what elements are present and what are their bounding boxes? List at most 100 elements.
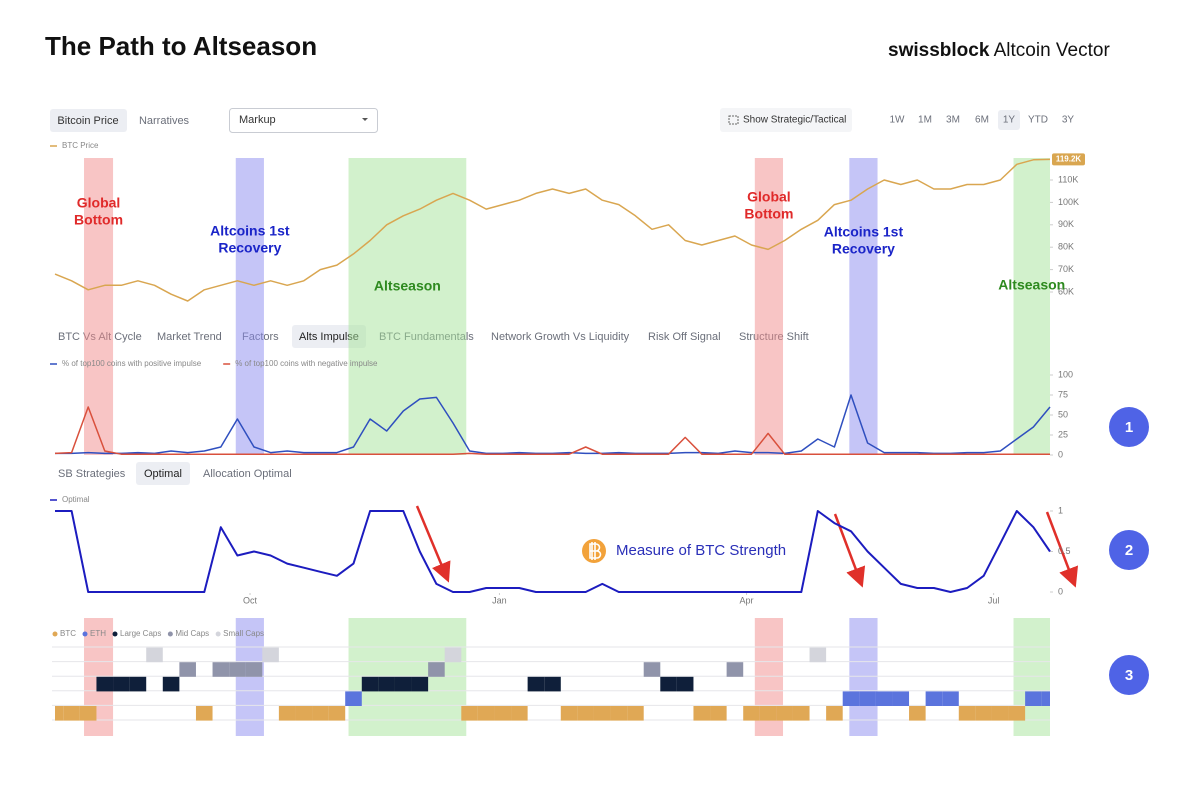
state-block xyxy=(892,691,910,706)
state-block xyxy=(809,647,827,663)
state-block xyxy=(660,676,677,692)
legend-dot xyxy=(52,631,58,637)
state-block xyxy=(461,706,478,721)
state-block xyxy=(577,706,594,721)
range-button[interactable]: 6M xyxy=(975,115,989,126)
state-block xyxy=(527,676,545,692)
y-tick-label: 70K xyxy=(1058,264,1074,274)
legend-label: Small Caps xyxy=(223,629,264,638)
state-block xyxy=(544,676,561,692)
state-block xyxy=(229,662,246,677)
range-button[interactable]: 3M xyxy=(946,115,960,126)
state-block xyxy=(361,676,379,692)
range-button[interactable]: 1W xyxy=(890,115,906,126)
step-number: 3 xyxy=(1125,667,1133,684)
legend-label: Mid Caps xyxy=(175,629,209,638)
legend-dot xyxy=(112,631,118,637)
state-block xyxy=(345,691,362,706)
state-block xyxy=(79,706,97,721)
strategy-tab[interactable]: SB Strategies xyxy=(58,468,126,480)
x-tick-label: Apr xyxy=(740,595,754,605)
series-line xyxy=(55,510,1051,593)
tab[interactable]: Narratives xyxy=(139,115,190,127)
state-block xyxy=(1041,691,1050,706)
y-tick-label: 100K xyxy=(1058,197,1079,207)
state-block xyxy=(511,706,528,721)
range-button[interactable]: YTD xyxy=(1028,115,1048,126)
state-block xyxy=(975,706,992,721)
y-tick-label: 0 xyxy=(1058,449,1063,459)
state-block xyxy=(643,662,661,677)
strategy-tab[interactable]: Optimal xyxy=(144,468,182,480)
toggle-label[interactable]: Show Strategic/Tactical xyxy=(743,115,846,126)
state-block xyxy=(179,662,196,677)
legend-label: Optimal xyxy=(62,495,90,504)
state-block xyxy=(743,706,760,721)
annotation-label: Bottom xyxy=(744,206,793,222)
select-value[interactable]: Markup xyxy=(239,114,276,126)
tab[interactable]: Bitcoin Price xyxy=(57,115,118,127)
range-button[interactable]: 1M xyxy=(918,115,932,126)
page-title: The Path to Altseason xyxy=(45,31,317,61)
state-block xyxy=(875,691,893,706)
legend-label: % of top100 coins with positive impulse xyxy=(62,359,202,368)
value-tag xyxy=(1052,153,1085,166)
highlight-band xyxy=(84,158,114,455)
select-box[interactable] xyxy=(229,108,378,133)
state-block xyxy=(991,706,1009,721)
range-button[interactable]: 3Y xyxy=(1062,115,1075,126)
indicator-tab[interactable]: Alts Impulse xyxy=(299,331,359,343)
arrow xyxy=(1045,511,1079,588)
range-button[interactable]: 1Y xyxy=(1003,115,1016,126)
state-block xyxy=(477,706,495,721)
state-block xyxy=(444,647,462,663)
state-block xyxy=(610,706,628,721)
y-tick-label: 110K xyxy=(1058,174,1078,184)
legend-label: Large Caps xyxy=(120,629,161,638)
state-block xyxy=(593,706,611,721)
callout-text: Measure of BTC Strength xyxy=(616,542,786,559)
strategy-tab[interactable]: Allocation Optimal xyxy=(203,468,292,480)
state-block xyxy=(627,706,644,721)
annotation-label: Recovery xyxy=(832,241,895,257)
indicator-tab[interactable]: Network Growth Vs Liquidity xyxy=(491,331,630,343)
annotation-label: Bottom xyxy=(74,212,123,228)
annotation-label: Global xyxy=(747,189,791,205)
arrow xyxy=(415,505,451,583)
state-block xyxy=(693,706,711,721)
state-block xyxy=(560,706,578,721)
highlight-band xyxy=(849,618,878,736)
state-block xyxy=(262,647,279,663)
y-tick-label: 0.5 xyxy=(1058,546,1071,556)
state-block xyxy=(278,706,296,721)
callout: Measure of BTC Strength xyxy=(582,539,786,563)
active-tab-bg xyxy=(136,462,190,485)
state-block xyxy=(378,676,395,692)
state-block xyxy=(212,662,230,677)
state-block xyxy=(1008,706,1026,721)
highlight-band xyxy=(754,158,784,455)
state-block xyxy=(113,676,130,692)
indicator-tab[interactable]: Risk Off Signal xyxy=(648,331,721,343)
toggle-icon xyxy=(728,115,739,125)
y-tick-label: 1 xyxy=(1058,505,1063,515)
state-block xyxy=(428,662,445,677)
state-block xyxy=(759,706,777,721)
state-block xyxy=(146,647,163,663)
y-tick-label: 0 xyxy=(1058,586,1063,596)
legend-dot xyxy=(215,631,221,637)
legend-dot xyxy=(167,631,173,637)
y-tick-label: 60K xyxy=(1058,286,1074,296)
indicator-tab[interactable]: Market Trend xyxy=(157,331,222,343)
state-block xyxy=(826,706,843,721)
state-block xyxy=(710,706,727,721)
brand-bold: swissblock xyxy=(888,40,990,61)
annotation-label: Altcoins 1st xyxy=(824,224,904,240)
state-block xyxy=(129,676,147,692)
state-block xyxy=(942,691,959,706)
toggle-button[interactable] xyxy=(720,108,852,132)
legend-label: % of top100 coins with negative impulse xyxy=(235,359,378,368)
state-block xyxy=(394,676,412,692)
